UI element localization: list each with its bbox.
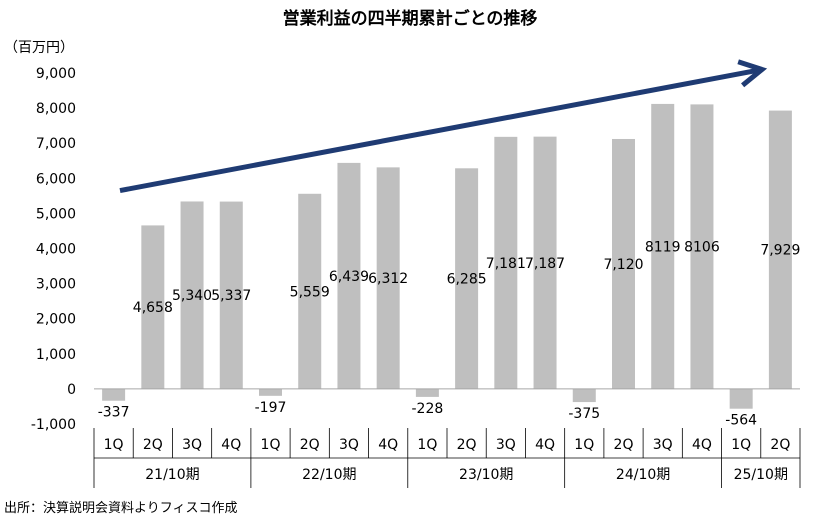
- fiscal-year-label: 23/10期: [459, 467, 513, 483]
- quarter-label: 3Q: [339, 437, 359, 453]
- bar: [494, 136, 518, 389]
- y-tick-label: 8,000: [36, 101, 76, 117]
- bar: [729, 388, 753, 409]
- quarter-label: 1Q: [574, 437, 594, 453]
- data-label: 8119: [645, 239, 681, 255]
- trend-arrow-line: [119, 67, 760, 194]
- quarter-label: 3Q: [653, 437, 673, 453]
- quarter-label: 1Q: [104, 437, 124, 453]
- bar: [180, 201, 204, 389]
- data-label: -375: [568, 406, 600, 422]
- bar: [298, 193, 322, 389]
- data-label: 6,285: [447, 272, 487, 288]
- bar: [612, 138, 635, 389]
- quarter-label: 4Q: [535, 437, 555, 453]
- data-label: 5,337: [211, 288, 251, 304]
- quarter-label: 4Q: [378, 437, 398, 453]
- quarter-label: 2Q: [457, 437, 477, 453]
- bar: [376, 167, 400, 389]
- bar: [415, 388, 439, 397]
- data-label: 7,187: [525, 256, 565, 272]
- quarter-label: 2Q: [143, 437, 163, 453]
- fiscal-year-label: 24/10期: [616, 467, 670, 483]
- data-label: 6,312: [368, 271, 408, 287]
- y-tick-label: 9,000: [36, 66, 76, 82]
- y-tick-label: 7,000: [36, 136, 76, 152]
- quarter-label: 1Q: [417, 437, 437, 453]
- quarter-label: 2Q: [770, 437, 790, 453]
- data-label: 7,120: [603, 257, 643, 273]
- source-note: 出所：決算説明会資料よりフィスコ作成: [4, 500, 237, 516]
- bar: [533, 136, 557, 389]
- bar: [141, 225, 165, 389]
- y-tick-label: 6,000: [36, 171, 76, 187]
- y-tick-label: -1,000: [31, 417, 76, 433]
- quarter-label: 2Q: [300, 437, 320, 453]
- data-label: -197: [255, 400, 287, 416]
- data-label: 6,439: [329, 269, 369, 285]
- quarter-label: 4Q: [692, 437, 712, 453]
- bar: [455, 168, 479, 389]
- bar: [690, 104, 714, 389]
- trend-arrow-head: [737, 59, 768, 88]
- y-tick-label: 3,000: [36, 277, 76, 293]
- bar: [102, 388, 126, 401]
- y-unit-label: （百万円）: [4, 40, 74, 56]
- quarter-label: 3Q: [182, 437, 202, 453]
- bar: [768, 110, 792, 389]
- quarter-label: 1Q: [261, 437, 281, 453]
- bar: [651, 103, 675, 389]
- fiscal-year-label: 21/10期: [145, 467, 199, 483]
- quarter-label: 4Q: [221, 437, 241, 453]
- data-label: 8106: [684, 240, 720, 256]
- data-label: -228: [411, 401, 443, 417]
- chart-title: 営業利益の四半期累計ごとの推移: [283, 8, 538, 29]
- bar: [259, 388, 282, 396]
- y-tick-label: 1,000: [36, 347, 76, 363]
- data-label: 4,658: [133, 300, 173, 316]
- quarter-label: 3Q: [496, 437, 516, 453]
- data-label: -337: [98, 405, 130, 421]
- bar: [572, 388, 596, 403]
- y-tick-label: 0: [67, 382, 76, 398]
- bar: [219, 201, 243, 389]
- fiscal-year-label: 22/10期: [302, 467, 356, 483]
- fiscal-year-label: 25/10期: [734, 467, 788, 483]
- quarter-label: 2Q: [614, 437, 634, 453]
- bar: [337, 162, 361, 389]
- quarter-label: 1Q: [731, 437, 751, 453]
- y-tick-label: 4,000: [36, 242, 76, 258]
- y-tick-label: 5,000: [36, 206, 76, 222]
- data-label: 5,340: [172, 288, 212, 304]
- data-label: 7,181: [486, 256, 526, 272]
- data-label: 7,929: [760, 243, 800, 259]
- y-tick-label: 2,000: [36, 312, 76, 328]
- data-label: 5,559: [290, 284, 330, 300]
- data-label: -564: [725, 413, 757, 429]
